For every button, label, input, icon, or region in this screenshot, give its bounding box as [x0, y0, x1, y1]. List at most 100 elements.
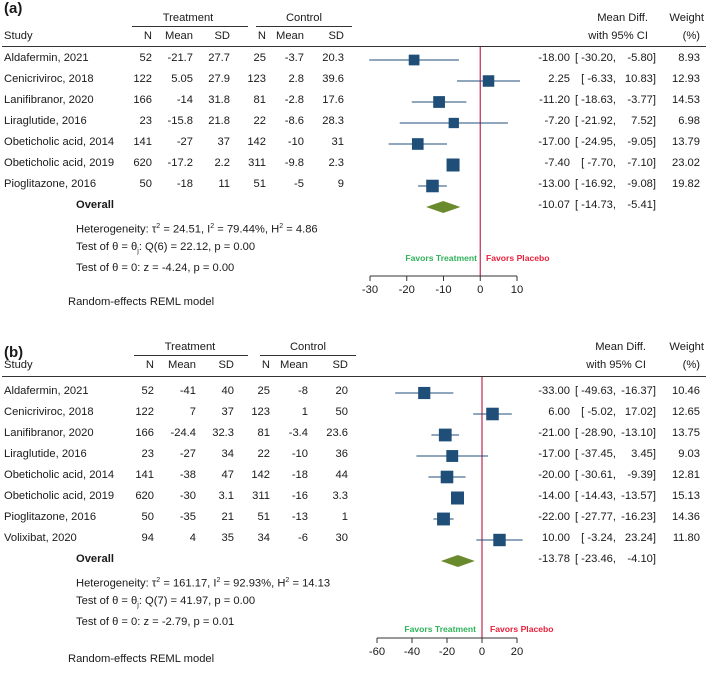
forest-plot-panel-a: (a) Treatment Control Study N Mean SD N … — [0, 0, 708, 330]
weight: 12.81 — [672, 469, 700, 481]
study-name: Lanifibranor, 2020 — [4, 427, 94, 439]
col-header-c-mean: Mean — [280, 359, 308, 371]
study-name: Lanifibranor, 2020 — [4, 94, 94, 106]
treatment-n: 23 — [141, 448, 154, 460]
ci-upper: -13.10] — [621, 427, 656, 439]
treatment-sd: 21 — [221, 511, 234, 523]
mean-diff: -33.00 — [538, 385, 570, 397]
treatment-mean: -30 — [179, 490, 196, 502]
overall-mean-diff: -10.07 — [538, 199, 570, 211]
control-sd: 3.3 — [332, 490, 348, 502]
control-n: 123 — [251, 406, 270, 418]
control-sd: 39.6 — [322, 73, 344, 85]
control-n: 22 — [257, 448, 270, 460]
control-sd: 1 — [341, 511, 348, 523]
weight: 10.46 — [672, 385, 700, 397]
ci-upper: 10.83] — [624, 73, 656, 85]
forest-plot-panel-b: (b) Treatment Control Study N Mean SD N … — [0, 341, 708, 679]
treatment-sd: 37 — [217, 136, 230, 148]
ci-upper: -9.08] — [627, 178, 656, 190]
effect-header: Mean Diff. — [597, 12, 648, 24]
control-n: 25 — [253, 52, 266, 64]
treatment-n: 52 — [139, 52, 152, 64]
ci-upper: 23.24] — [624, 532, 656, 544]
treatment-sd: 27.9 — [208, 73, 230, 85]
treatment-underline — [134, 355, 248, 356]
mean-diff: -17.00 — [538, 448, 570, 460]
treatment-sd: 37 — [221, 406, 234, 418]
ci-lower: [ -30.61, — [574, 469, 616, 481]
treatment-n: 52 — [141, 385, 154, 397]
col-header-t-n: N — [145, 359, 154, 371]
ci-upper: 17.02] — [624, 406, 656, 418]
treatment-mean: 4 — [189, 532, 196, 544]
treatment-mean: -17.2 — [167, 157, 194, 169]
control-sd: 23.6 — [326, 427, 348, 439]
treatment-sd: 31.8 — [208, 94, 230, 106]
control-mean: -18 — [291, 469, 308, 481]
control-mean: -5 — [294, 178, 304, 190]
study-name: Volixibat, 2020 — [4, 532, 77, 544]
control-mean: -2.8 — [284, 94, 304, 106]
mean-diff: -7.20 — [544, 115, 571, 127]
heterogeneity-test: Test of θ = θj: Q(7) = 41.97, p = 0.00 — [76, 595, 256, 610]
model-note: Random-effects REML model — [68, 653, 215, 665]
control-n: 81 — [253, 94, 266, 106]
mean-diff: 10.00 — [542, 532, 570, 544]
control-sd: 17.6 — [322, 94, 344, 106]
mean-diff: -13.00 — [538, 178, 570, 190]
study-effect-square — [426, 179, 439, 193]
overall-label: Overall — [76, 553, 114, 565]
ci-lower: [ -7.70, — [581, 157, 616, 169]
study-name: Obeticholic acid, 2014 — [4, 469, 115, 481]
control-header: Control — [289, 341, 327, 353]
ci-lower: [ -37.45, — [574, 448, 616, 460]
treatment-mean: 5.05 — [171, 73, 193, 85]
weight: 6.98 — [678, 115, 700, 127]
weight: 12.65 — [672, 406, 700, 418]
treatment-sd: 3.1 — [218, 490, 234, 502]
mean-diff: 2.25 — [548, 73, 570, 85]
weight: 9.03 — [678, 448, 700, 460]
study-effect-square — [446, 158, 460, 172]
mean-diff: 6.00 — [548, 406, 570, 418]
ci-upper: -16.23] — [621, 511, 656, 523]
heterogeneity-stats: Heterogeneity: τ2 = 24.51, I2 = 79.44%, … — [76, 223, 318, 236]
study-effect-square — [493, 533, 506, 547]
study-effect-square — [437, 512, 450, 526]
study-effect-square — [482, 75, 495, 87]
treatment-n: 94 — [141, 532, 154, 544]
control-n: 123 — [247, 73, 266, 85]
favors-placebo-label: Favors Placebo — [490, 624, 554, 634]
control-mean: -8.6 — [284, 115, 304, 127]
ci-lower: [ -27.77, — [574, 511, 616, 523]
col-header-t-sd: SD — [218, 359, 234, 371]
treatment-mean: -41 — [179, 385, 196, 397]
mean-diff: -7.40 — [544, 157, 571, 169]
mean-diff: -17.00 — [538, 136, 570, 148]
overall-label: Overall — [76, 199, 114, 211]
treatment-sd: 40 — [221, 385, 234, 397]
control-sd: 20 — [335, 385, 348, 397]
weight-subheader: (%) — [682, 30, 700, 42]
treatment-mean: 7 — [189, 406, 196, 418]
forest-plot-graph: -30 -20 -10 0 10 — [362, 47, 523, 296]
treatment-header: Treatment — [162, 12, 214, 24]
control-sd: 30 — [335, 532, 348, 544]
ci-lower: [ -28.90, — [574, 427, 616, 439]
ci-upper: -16.37] — [621, 385, 656, 397]
control-mean: 2.8 — [288, 73, 304, 85]
mean-diff: -14.00 — [538, 490, 570, 502]
study-effect-square — [448, 117, 459, 129]
panel-label: (b) — [4, 344, 24, 361]
weight: 14.36 — [672, 511, 700, 523]
treatment-n: 122 — [133, 73, 152, 85]
effect-subheader: with 95% CI — [588, 30, 648, 42]
treatment-n: 166 — [133, 94, 152, 106]
panel-label: (a) — [4, 0, 23, 17]
control-n: 25 — [257, 385, 270, 397]
treatment-mean: -24.4 — [170, 427, 197, 439]
col-header-t-sd: SD — [214, 30, 230, 42]
study-name: Liraglutide, 2016 — [4, 448, 87, 460]
x-tick-label: -40 — [404, 646, 420, 658]
